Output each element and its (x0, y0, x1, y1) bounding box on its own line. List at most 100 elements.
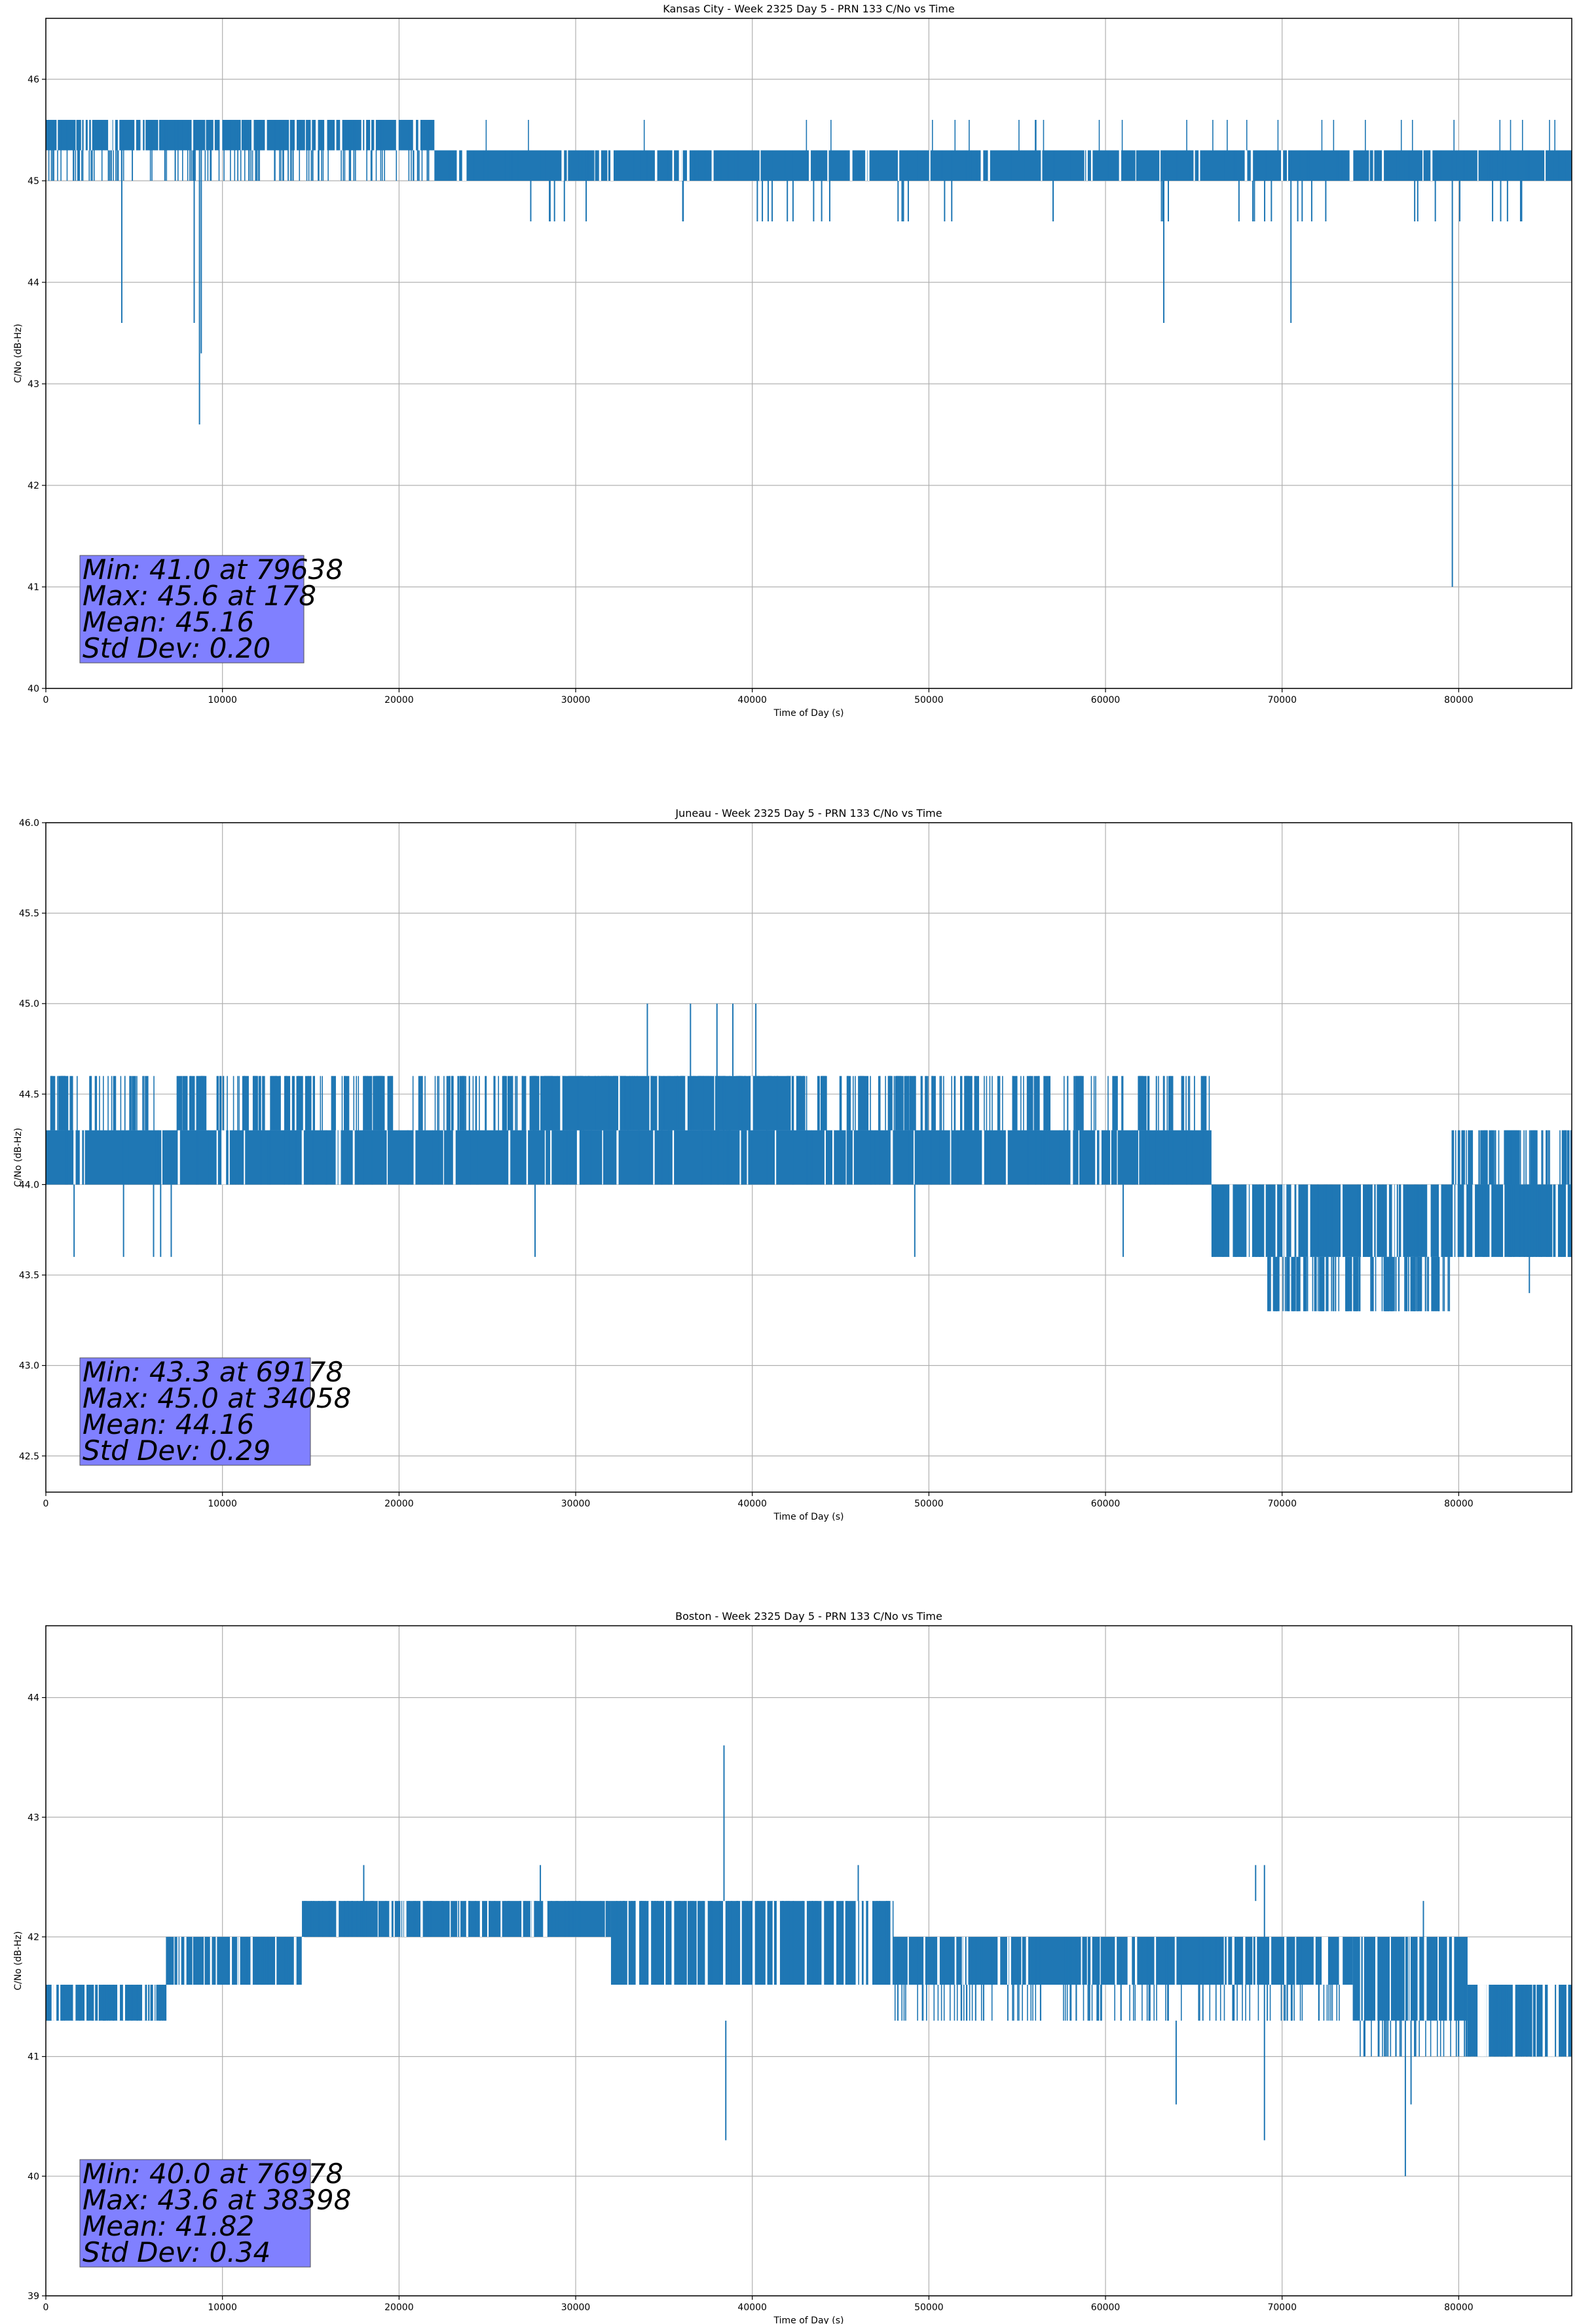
series-gap (610, 150, 613, 181)
series-gap (177, 1936, 179, 1985)
series-band (331, 1076, 336, 1131)
series-gap (612, 150, 614, 181)
series-band (965, 1076, 969, 1131)
series-band (839, 1076, 842, 1131)
series-gap (73, 1985, 76, 2021)
series-band (1417, 1256, 1422, 1311)
series-gap (1544, 150, 1546, 181)
series-gap (1226, 1936, 1229, 1985)
series-band (276, 1076, 281, 1131)
series-gap (1193, 150, 1195, 181)
chart-panel: 0 10000 20000 30000 40000 50000 60000 70000 8000… (13, 1610, 1574, 2324)
series-gap (1295, 1936, 1297, 1985)
series-gap (275, 1936, 277, 1985)
series-band (89, 1076, 91, 1131)
series-band (508, 1076, 513, 1131)
series-band (1267, 1256, 1270, 1311)
series-gap (824, 1130, 826, 1185)
series-gap (714, 1076, 715, 1131)
series-gap (418, 120, 420, 151)
series-band (217, 1076, 219, 1131)
series-band (846, 1076, 851, 1131)
series-band (1371, 1256, 1374, 1311)
series-gap (1417, 1936, 1420, 2021)
series-gap (108, 120, 111, 151)
series-gap (79, 1130, 83, 1185)
series-gap (453, 1130, 456, 1185)
x-tick-label: 30000 (561, 695, 591, 705)
series-band (1512, 1130, 1518, 1185)
series-band (997, 1076, 1001, 1131)
series-band (1138, 1076, 1143, 1131)
series-gap (678, 150, 682, 181)
series-gap (604, 1901, 606, 1937)
series-gap (954, 1936, 957, 1985)
series-gap (147, 1985, 149, 2021)
series-gap (117, 1985, 119, 2021)
series-gap (772, 1901, 774, 1985)
series-band (1305, 1256, 1307, 1311)
series-gap (1198, 150, 1200, 181)
series-band (1292, 1256, 1296, 1311)
series-band (367, 1076, 373, 1131)
series-band (859, 1076, 861, 1131)
series-gap (751, 1076, 753, 1131)
y-tick-label: 45 (28, 176, 39, 187)
series-gap (324, 120, 325, 151)
series-gap (457, 1901, 458, 1937)
y-tick-label: 39 (28, 2291, 39, 2302)
y-tick-label: 43.5 (19, 1271, 39, 1281)
series-gap (315, 120, 318, 151)
series-gap (1296, 1184, 1299, 1257)
x-tick-label: 50000 (914, 1499, 944, 1509)
series-gap (294, 1936, 296, 1985)
series-gap (111, 120, 113, 151)
series-gap (1472, 1184, 1475, 1257)
series-gap (532, 1901, 534, 1937)
series-gap (1291, 1184, 1294, 1257)
stats-line: Mean: 41.82 (83, 2210, 254, 2242)
series-band (820, 1076, 826, 1131)
series-band (914, 1076, 916, 1131)
series-gap (83, 120, 86, 151)
x-tick-label: 10000 (208, 1499, 237, 1509)
series-gap (1115, 1936, 1117, 1985)
series-band (1462, 1130, 1465, 1185)
series-gap (1090, 1936, 1092, 1985)
series-gap (1009, 1936, 1011, 1985)
series-gap (230, 1936, 232, 1985)
series-gap (140, 120, 143, 151)
series-gap (400, 1901, 401, 1937)
series-gap (1269, 1936, 1272, 1985)
series-gap (1086, 1936, 1088, 1985)
series-gap (413, 120, 416, 151)
x-tick-label: 20000 (384, 2302, 414, 2313)
x-axis-label: Time of Day (s) (773, 1512, 844, 1522)
stats-line: Max: 43.6 at 38398 (83, 2184, 351, 2216)
series-band (129, 1076, 132, 1131)
series-gap (1392, 1184, 1395, 1257)
series-gap (289, 120, 290, 151)
series-gap (1005, 1130, 1008, 1185)
series-band (1457, 1130, 1460, 1185)
series-gap (1453, 1184, 1455, 1257)
series-band (1012, 1076, 1017, 1131)
series-gap (1386, 1184, 1389, 1257)
series-band (364, 1076, 369, 1131)
series-gap (1438, 1936, 1439, 2021)
series-gap (155, 1985, 157, 2021)
series-gap (794, 1076, 796, 1131)
chart-panel: 0 10000 20000 30000 40000 50000 60000 70000 8000… (13, 807, 1572, 1522)
series-gap (335, 1130, 338, 1185)
x-tick-label: 80000 (1444, 695, 1474, 705)
series-band (904, 1076, 910, 1131)
series-band (274, 1076, 277, 1131)
series-band (291, 1076, 295, 1131)
series-gap (618, 1076, 620, 1131)
x-tick-label: 30000 (561, 2302, 591, 2313)
series-band (521, 1076, 527, 1131)
series-gap (712, 150, 714, 181)
series-gap (51, 1985, 53, 2021)
series-gap (1398, 1184, 1399, 1257)
series-gap (54, 1985, 57, 2021)
